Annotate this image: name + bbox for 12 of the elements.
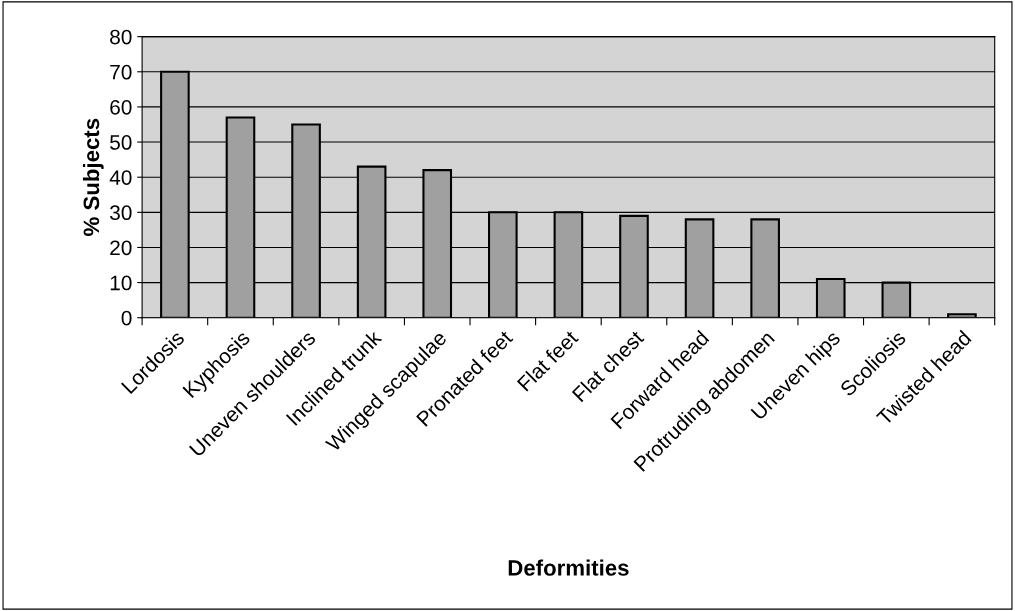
y-tick-label: 50 — [110, 135, 132, 150]
y-tick-label: 0 — [121, 310, 132, 326]
y-tick-label: 20 — [110, 240, 132, 256]
y-tick-label: 80 — [110, 29, 132, 45]
y-tick-label: 40 — [109, 170, 132, 185]
y-tick-label: 60 — [110, 99, 132, 115]
x-axis-title: Deformities — [508, 559, 629, 576]
y-tick-label: 70 — [110, 64, 132, 80]
bar — [947, 313, 977, 318]
y-tick-label: 30 — [110, 205, 132, 221]
y-tick-label: 10 — [110, 275, 132, 291]
y-axis-title: % Subjects — [82, 118, 104, 236]
